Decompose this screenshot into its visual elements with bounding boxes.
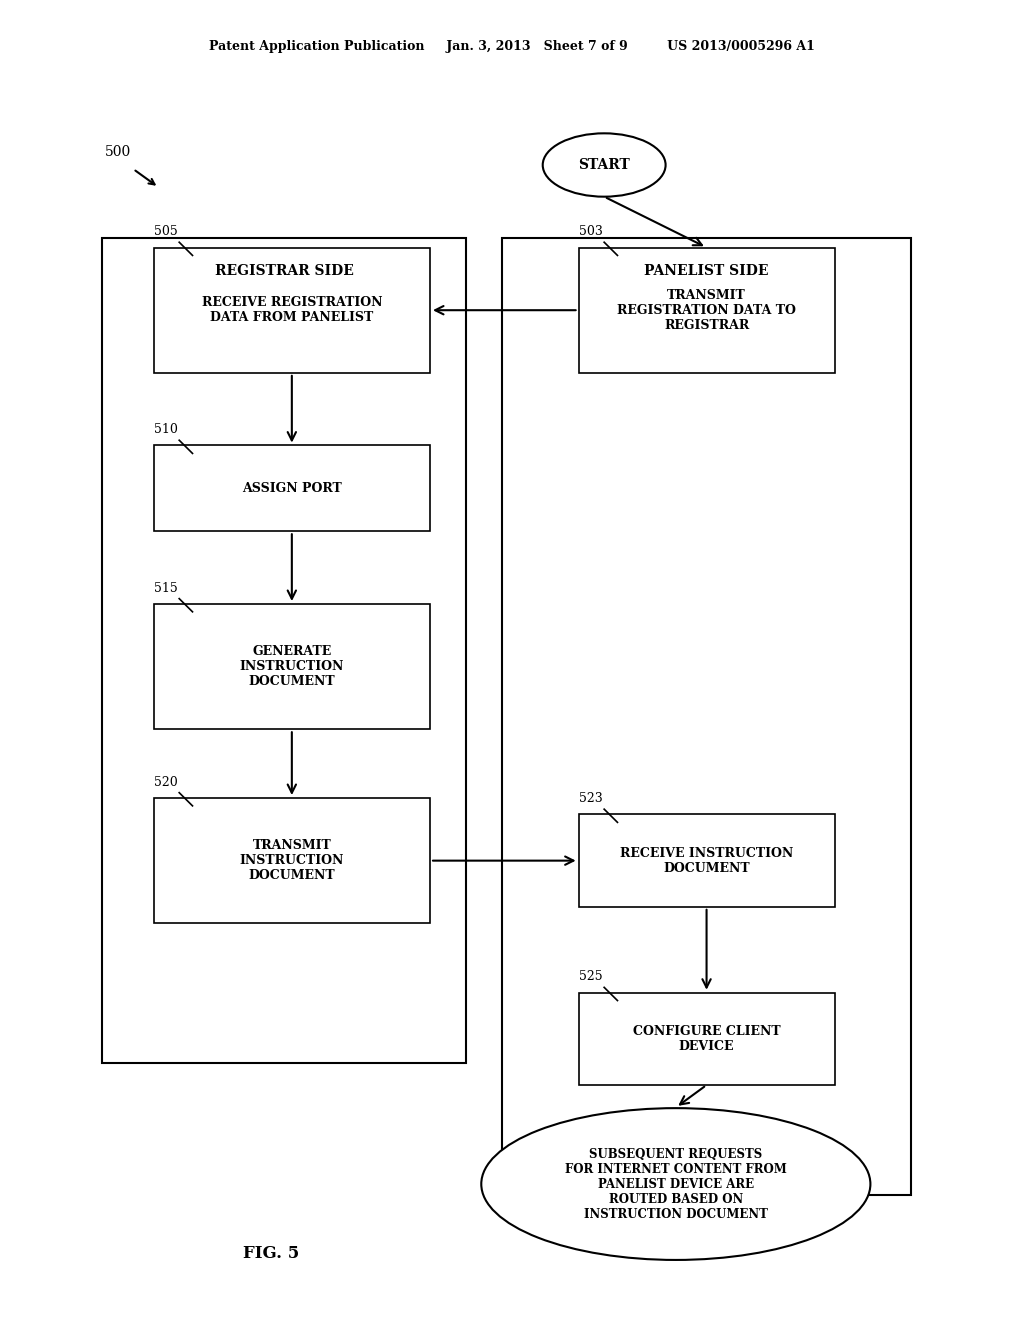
Text: START: START [579, 158, 630, 172]
Ellipse shape [481, 1109, 870, 1259]
Text: 500: 500 [104, 145, 131, 158]
FancyBboxPatch shape [579, 814, 835, 907]
FancyBboxPatch shape [579, 248, 835, 372]
Text: 515: 515 [154, 582, 177, 594]
Text: GENERATE
INSTRUCTION
DOCUMENT: GENERATE INSTRUCTION DOCUMENT [240, 645, 344, 688]
Text: RECEIVE REGISTRATION
DATA FROM PANELIST: RECEIVE REGISTRATION DATA FROM PANELIST [202, 296, 382, 325]
Text: TRANSMIT
INSTRUCTION
DOCUMENT: TRANSMIT INSTRUCTION DOCUMENT [240, 840, 344, 882]
Text: 520: 520 [154, 776, 177, 788]
Text: 503: 503 [579, 226, 602, 238]
Text: Patent Application Publication     Jan. 3, 2013   Sheet 7 of 9         US 2013/0: Patent Application Publication Jan. 3, 2… [209, 40, 815, 53]
Text: TRANSMIT
REGISTRATION DATA TO
REGISTRAR: TRANSMIT REGISTRATION DATA TO REGISTRAR [617, 289, 796, 331]
Text: SUBSEQUENT REQUESTS
FOR INTERNET CONTENT FROM
PANELIST DEVICE ARE
ROUTED BASED O: SUBSEQUENT REQUESTS FOR INTERNET CONTENT… [565, 1147, 786, 1221]
Text: 505: 505 [154, 226, 177, 238]
Text: REGISTRAR SIDE: REGISTRAR SIDE [215, 264, 353, 277]
FancyBboxPatch shape [154, 248, 430, 372]
FancyBboxPatch shape [154, 445, 430, 531]
Text: ASSIGN PORT: ASSIGN PORT [242, 482, 342, 495]
FancyBboxPatch shape [579, 993, 835, 1085]
FancyBboxPatch shape [102, 238, 466, 1063]
Text: RECEIVE INSTRUCTION
DOCUMENT: RECEIVE INSTRUCTION DOCUMENT [620, 846, 794, 875]
Text: 510: 510 [154, 424, 177, 436]
Text: 523: 523 [579, 792, 602, 805]
FancyBboxPatch shape [154, 605, 430, 729]
Text: FIG. 5: FIG. 5 [244, 1246, 299, 1262]
FancyBboxPatch shape [154, 797, 430, 924]
Text: CONFIGURE CLIENT
DEVICE: CONFIGURE CLIENT DEVICE [633, 1024, 780, 1053]
FancyBboxPatch shape [502, 238, 911, 1195]
Text: PANELIST SIDE: PANELIST SIDE [644, 264, 769, 277]
Ellipse shape [543, 133, 666, 197]
Text: 525: 525 [579, 970, 602, 983]
